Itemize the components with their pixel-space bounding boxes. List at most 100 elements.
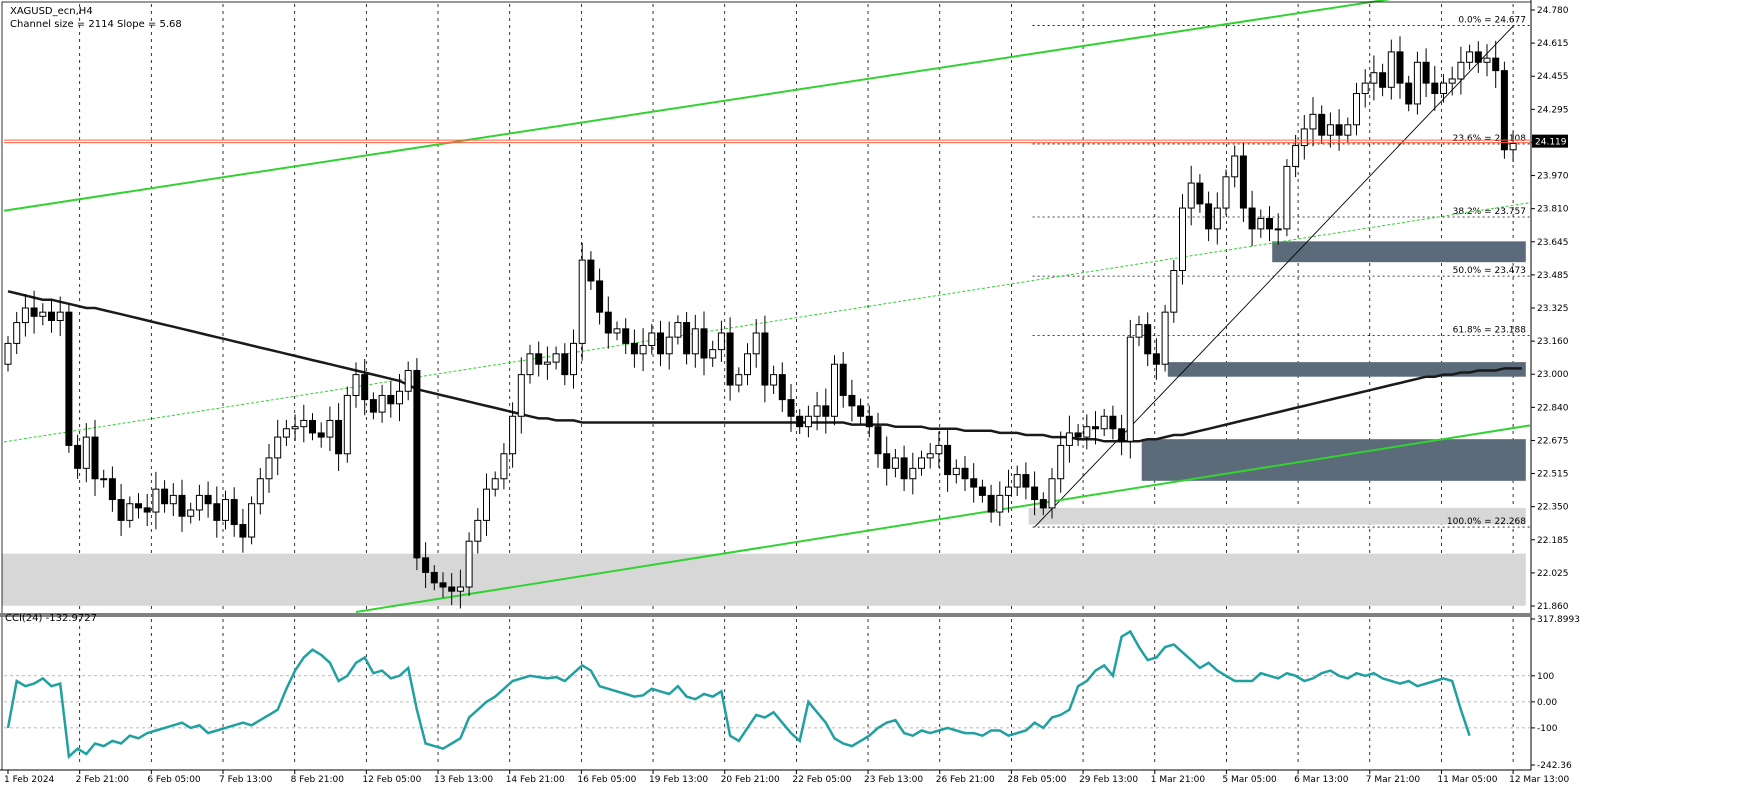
candle-bull <box>674 322 682 338</box>
candle-bull <box>274 436 282 459</box>
candle-bear <box>117 499 125 521</box>
candle-bull <box>526 353 534 376</box>
candle-bull <box>1257 217 1265 230</box>
cci-panel: 317.8993 100 0.00 -100 -242.36 <box>4 615 1580 771</box>
candle-bear <box>657 332 664 355</box>
candle-bear <box>726 332 734 386</box>
candle-bull <box>709 349 717 359</box>
cci-tick-label: -242.36 <box>1537 761 1572 771</box>
candle-bull <box>1509 143 1517 151</box>
candle-bull <box>1387 51 1395 88</box>
candle-bull <box>1222 176 1230 209</box>
candle-bull <box>1448 78 1456 84</box>
candle-bear <box>1266 217 1273 230</box>
candle-bull <box>465 540 473 588</box>
candle-bull <box>509 415 517 455</box>
candle-bull <box>1083 426 1091 438</box>
channel-middle-line <box>3 202 1531 443</box>
candle-bear <box>787 399 795 417</box>
candle-bull <box>1065 432 1073 446</box>
candle-bull <box>491 478 499 490</box>
candle-bear <box>796 415 804 428</box>
price-tick-label: 24.615 <box>1537 39 1569 49</box>
candle-bull <box>1187 182 1195 209</box>
time-tick-label: 1 Mar 21:00 <box>1151 775 1206 785</box>
candle-bull <box>169 494 177 505</box>
candle-bull <box>770 374 778 386</box>
candle-bear <box>309 419 316 434</box>
candle-bear <box>987 494 995 513</box>
fibonacci-levels: 0.0% = 24.677 23.6% = 24.108 38.2% = 23.75… <box>1032 15 1530 528</box>
time-tick-label: 29 Feb 13:00 <box>1079 775 1138 785</box>
candle-bull <box>1100 415 1108 430</box>
candle-bear <box>439 582 447 588</box>
zone-light <box>1028 507 1526 525</box>
candle-bull <box>222 499 229 521</box>
candle-bull <box>1213 207 1221 230</box>
candle-bull <box>378 394 386 413</box>
time-tick-label: 6 Mar 13:00 <box>1294 775 1349 785</box>
candle-bull <box>1326 124 1334 136</box>
candle-bull <box>256 478 264 505</box>
candle-bull <box>813 405 821 417</box>
fib-trendline <box>1034 25 1515 528</box>
moving-average-line <box>7 290 1522 443</box>
price-tick-label: 22.350 <box>1537 503 1569 513</box>
candle-bull <box>935 444 943 455</box>
candle-bear <box>1074 432 1082 438</box>
candle-bull <box>744 353 751 376</box>
time-tick-label: 14 Feb 21:00 <box>506 775 565 785</box>
candle-bull <box>648 332 656 346</box>
price-line <box>4 139 1530 144</box>
candle-bear <box>778 374 786 401</box>
fib-level-label: 38.2% = 23.757 <box>1453 207 1526 217</box>
candle-bear <box>848 394 856 407</box>
candle-bear <box>213 503 221 521</box>
candle-bear <box>535 353 543 365</box>
candle-bull <box>735 374 743 386</box>
candle-bear <box>413 369 421 559</box>
candle-bear <box>587 259 595 282</box>
candle-bear <box>1205 203 1213 230</box>
candle-bull <box>1370 72 1378 84</box>
time-axis: 1 Feb 2024 2 Feb 21:00 6 Feb 05:00 7 Feb 13… <box>0 769 1569 785</box>
candle-bull <box>517 374 525 417</box>
candle-bull <box>343 394 351 455</box>
candle-bull <box>1048 478 1056 509</box>
price-tick-label: 22.515 <box>1537 470 1569 480</box>
candle-bear <box>1500 70 1508 151</box>
candle-bear <box>108 478 116 501</box>
candle-bear <box>1092 426 1099 430</box>
candle-bear <box>161 488 169 505</box>
candle-bear <box>970 478 978 488</box>
candle-bull <box>1274 228 1282 231</box>
candle-bear <box>65 311 73 446</box>
time-tick-label: 20 Feb 21:00 <box>721 775 780 785</box>
cci-label: CCI(24) -132.9727 <box>5 613 97 624</box>
candle-bear <box>604 311 612 334</box>
channel-lower-line <box>355 424 1531 613</box>
candle-bull <box>1413 61 1421 105</box>
candle-bull <box>918 457 925 469</box>
candle-bear <box>1379 72 1387 88</box>
candle-bull <box>831 363 838 417</box>
candle-bull <box>1283 165 1291 230</box>
price-tick-label: 23.970 <box>1537 172 1569 182</box>
candle-bear <box>1318 113 1326 136</box>
candle-bull <box>909 467 917 480</box>
candle-bear <box>178 494 186 517</box>
fib-level-label: 0.0% = 24.677 <box>1458 15 1526 25</box>
candle-bear <box>1492 57 1500 72</box>
price-tick-label: 24.295 <box>1537 105 1569 115</box>
candle-bull <box>483 488 490 521</box>
candle-bull <box>152 488 160 513</box>
candle-bull <box>570 342 577 376</box>
candle-bull <box>291 426 299 430</box>
candle-bear <box>1396 51 1404 84</box>
candle-bear <box>1474 51 1482 63</box>
candles <box>4 36 1517 609</box>
candle-bull <box>282 428 290 438</box>
cci-tick-label: 317.8993 <box>1537 615 1580 625</box>
